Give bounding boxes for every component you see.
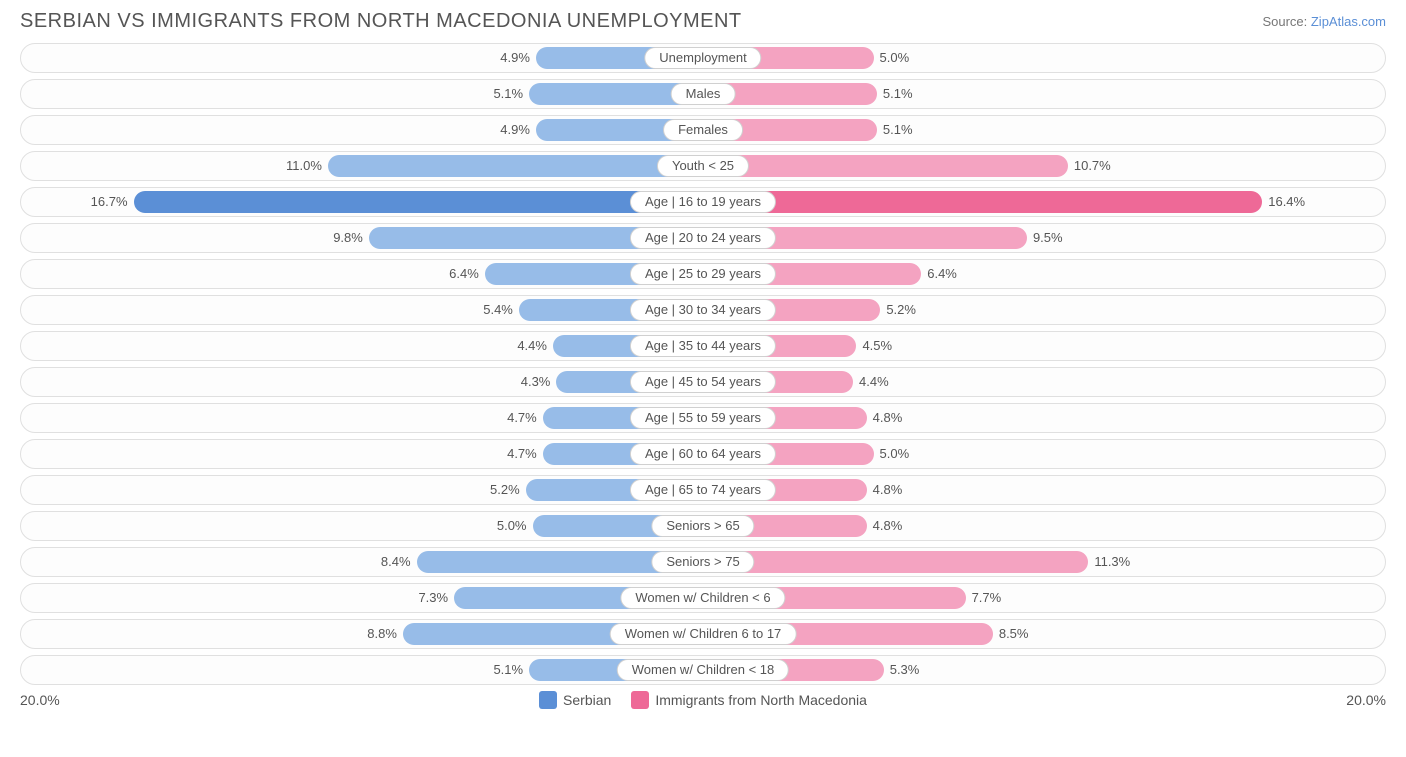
legend-label-left: Serbian — [563, 692, 611, 708]
chart-row: 7.3% 7.7% Women w/ Children < 6 — [20, 583, 1386, 613]
category-label: Age | 35 to 44 years — [630, 335, 776, 357]
category-label: Age | 30 to 34 years — [630, 299, 776, 321]
chart-title: SERBIAN VS IMMIGRANTS FROM NORTH MACEDON… — [20, 10, 742, 33]
value-left: 4.9% — [500, 122, 530, 137]
chart-row: 5.1% 5.3% Women w/ Children < 18 — [20, 655, 1386, 685]
category-label: Age | 65 to 74 years — [630, 479, 776, 501]
value-left: 4.7% — [507, 446, 537, 461]
value-left: 16.7% — [91, 194, 128, 209]
category-label: Age | 45 to 54 years — [630, 371, 776, 393]
value-left: 4.9% — [500, 50, 530, 65]
value-right: 8.5% — [999, 626, 1029, 641]
category-label: Women w/ Children < 6 — [620, 587, 785, 609]
value-right: 4.8% — [873, 482, 903, 497]
chart-row: 5.4% 5.2% Age | 30 to 34 years — [20, 295, 1386, 325]
chart-area: 4.9% 5.0% Unemployment 5.1% 5.1% Males 4.9% 5.1… — [20, 43, 1386, 685]
legend-item-left: Serbian — [539, 691, 611, 709]
chart-row: 5.0% 4.8% Seniors > 65 — [20, 511, 1386, 541]
value-right: 4.4% — [859, 374, 889, 389]
value-right: 4.8% — [873, 410, 903, 425]
chart-row: 6.4% 6.4% Age | 25 to 29 years — [20, 259, 1386, 289]
value-left: 4.3% — [521, 374, 551, 389]
chart-header: SERBIAN VS IMMIGRANTS FROM NORTH MACEDON… — [20, 10, 1386, 33]
category-label: Age | 60 to 64 years — [630, 443, 776, 465]
value-right: 5.3% — [890, 662, 920, 677]
axis-row: 20.0% Serbian Immigrants from North Mace… — [20, 691, 1386, 709]
value-right: 6.4% — [927, 266, 957, 281]
chart-row: 8.8% 8.5% Women w/ Children 6 to 17 — [20, 619, 1386, 649]
value-right: 5.1% — [883, 122, 913, 137]
legend-item-right: Immigrants from North Macedonia — [631, 691, 867, 709]
legend: Serbian Immigrants from North Macedonia — [539, 691, 867, 709]
category-label: Unemployment — [644, 47, 761, 69]
chart-row: 8.4% 11.3% Seniors > 75 — [20, 547, 1386, 577]
value-right: 5.0% — [880, 446, 910, 461]
chart-row: 5.1% 5.1% Males — [20, 79, 1386, 109]
value-right: 16.4% — [1268, 194, 1305, 209]
chart-row: 11.0% 10.7% Youth < 25 — [20, 151, 1386, 181]
value-left: 5.1% — [493, 86, 523, 101]
category-label: Females — [663, 119, 743, 141]
value-left: 5.2% — [490, 482, 520, 497]
category-label: Seniors > 75 — [651, 551, 754, 573]
value-right: 11.3% — [1094, 554, 1130, 569]
value-right: 5.2% — [886, 302, 916, 317]
chart-row: 4.7% 5.0% Age | 60 to 64 years — [20, 439, 1386, 469]
category-label: Women w/ Children < 18 — [617, 659, 789, 681]
category-label: Age | 25 to 29 years — [630, 263, 776, 285]
value-right: 5.0% — [880, 50, 910, 65]
chart-row: 4.4% 4.5% Age | 35 to 44 years — [20, 331, 1386, 361]
value-left: 5.1% — [493, 662, 523, 677]
bar-right — [703, 155, 1068, 177]
legend-swatch-right — [631, 691, 649, 709]
value-left: 9.8% — [333, 230, 363, 245]
chart-row: 4.9% 5.0% Unemployment — [20, 43, 1386, 73]
bar-right — [703, 191, 1262, 213]
axis-left-max: 20.0% — [20, 692, 60, 708]
axis-right-max: 20.0% — [1346, 692, 1386, 708]
value-right: 4.8% — [873, 518, 903, 533]
value-left: 4.7% — [507, 410, 537, 425]
chart-row: 4.9% 5.1% Females — [20, 115, 1386, 145]
bar-left — [134, 191, 703, 213]
value-right: 10.7% — [1074, 158, 1111, 173]
category-label: Males — [671, 83, 736, 105]
value-left: 8.8% — [367, 626, 397, 641]
source-link[interactable]: ZipAtlas.com — [1311, 14, 1386, 29]
category-label: Age | 20 to 24 years — [630, 227, 776, 249]
category-label: Youth < 25 — [657, 155, 749, 177]
category-label: Women w/ Children 6 to 17 — [610, 623, 797, 645]
chart-row: 4.3% 4.4% Age | 45 to 54 years — [20, 367, 1386, 397]
value-right: 9.5% — [1033, 230, 1063, 245]
value-right: 5.1% — [883, 86, 913, 101]
value-left: 6.4% — [449, 266, 479, 281]
value-left: 11.0% — [286, 158, 322, 173]
chart-row: 5.2% 4.8% Age | 65 to 74 years — [20, 475, 1386, 505]
chart-source: Source: ZipAtlas.com — [1262, 14, 1386, 29]
chart-row: 9.8% 9.5% Age | 20 to 24 years — [20, 223, 1386, 253]
category-label: Age | 55 to 59 years — [630, 407, 776, 429]
source-prefix: Source: — [1262, 14, 1310, 29]
value-left: 8.4% — [381, 554, 411, 569]
legend-label-right: Immigrants from North Macedonia — [655, 692, 867, 708]
category-label: Age | 16 to 19 years — [630, 191, 776, 213]
bar-right — [703, 551, 1088, 573]
value-right: 4.5% — [862, 338, 892, 353]
bar-left — [328, 155, 703, 177]
category-label: Seniors > 65 — [651, 515, 754, 537]
chart-row: 16.7% 16.4% Age | 16 to 19 years — [20, 187, 1386, 217]
legend-swatch-left — [539, 691, 557, 709]
chart-row: 4.7% 4.8% Age | 55 to 59 years — [20, 403, 1386, 433]
value-right: 7.7% — [972, 590, 1002, 605]
value-left: 7.3% — [418, 590, 448, 605]
value-left: 5.4% — [483, 302, 513, 317]
value-left: 4.4% — [517, 338, 547, 353]
value-left: 5.0% — [497, 518, 527, 533]
